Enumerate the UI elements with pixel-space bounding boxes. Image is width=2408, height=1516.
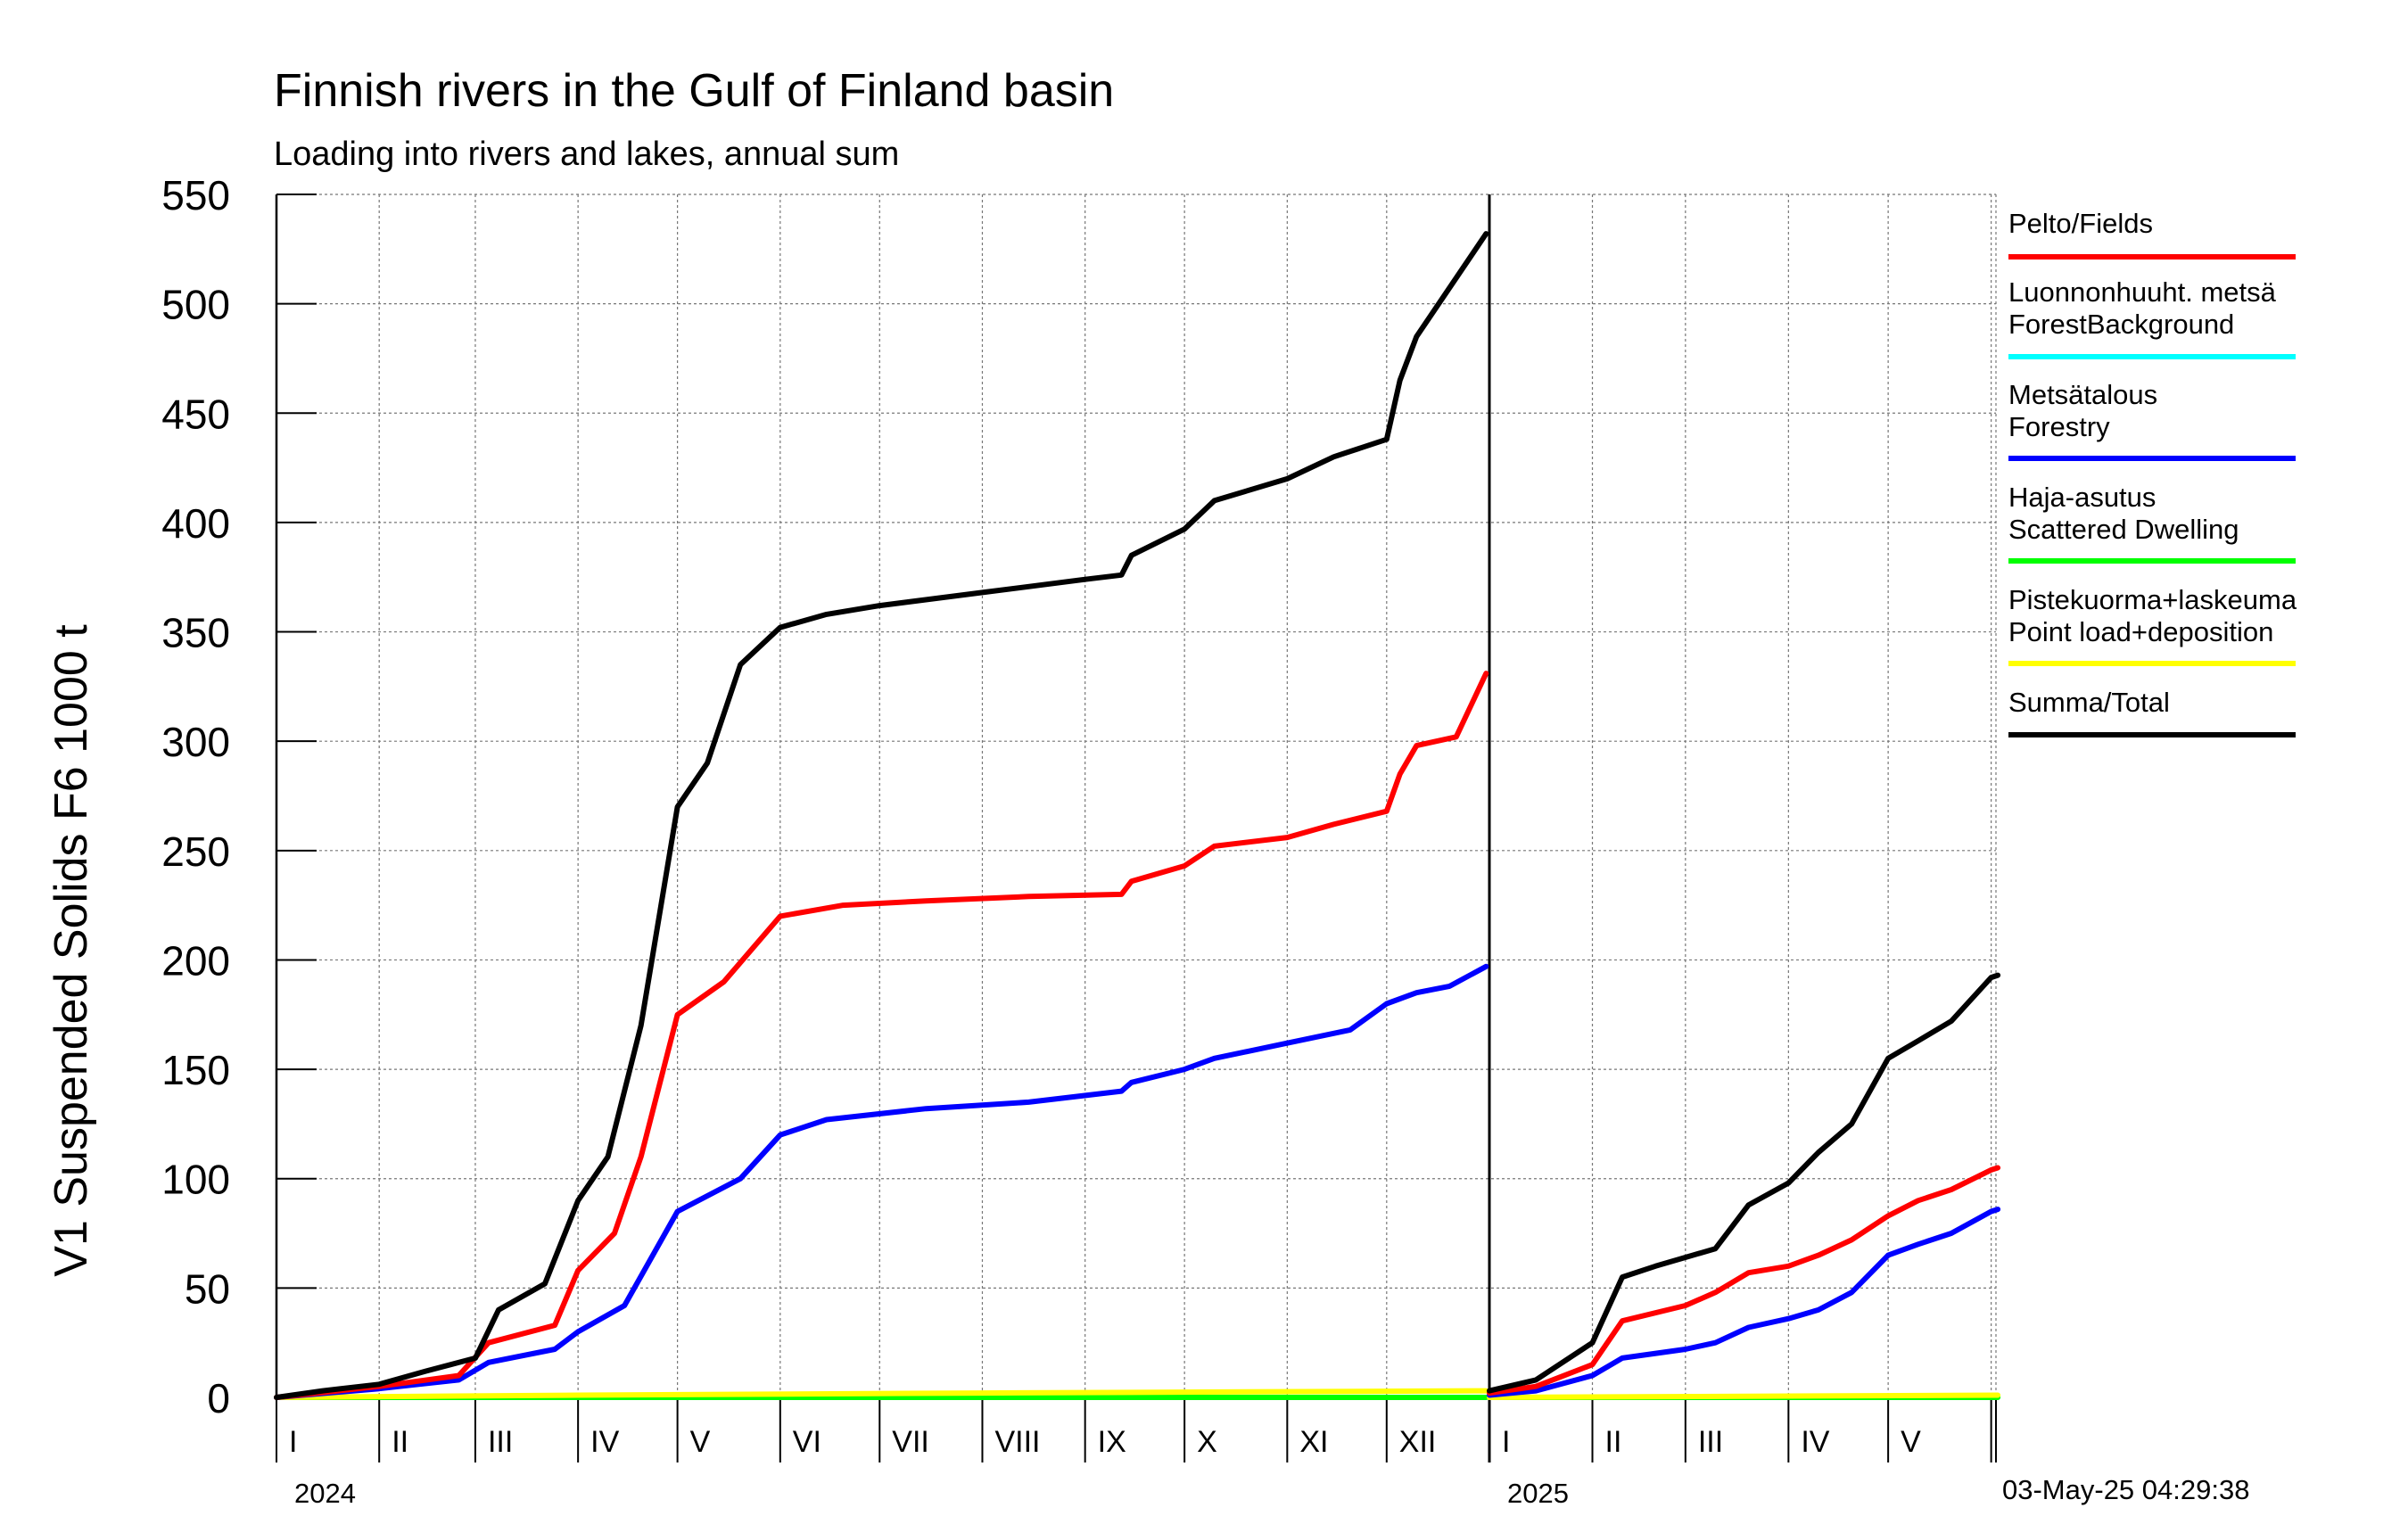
y-tick-label: 400	[161, 500, 230, 547]
x-tick-label: IV	[1801, 1425, 1829, 1459]
x-tick-label: IV	[590, 1425, 619, 1459]
legend-label: Metsätalous Forestry	[2008, 379, 2158, 442]
series-line	[274, 1388, 1489, 1400]
legend-label: Pistekuorma+laskeuma Point load+depositi…	[2008, 584, 2297, 647]
legend-swatch-fields	[2008, 254, 2296, 260]
series-line	[1487, 1165, 2001, 1397]
series-line	[274, 963, 1489, 1400]
x-tick-label: III	[488, 1425, 513, 1459]
x-tick-label: IX	[1098, 1425, 1126, 1459]
chart-title: Finnish rivers in the Gulf of Finland ba…	[274, 65, 1115, 117]
y-axis-label: V1 Suspended Solids F6 1000 t	[45, 624, 97, 1277]
legend-label: Pelto/Fields	[2008, 208, 2153, 239]
series-line	[274, 671, 1489, 1400]
legend-swatch-scattered-dwelling	[2008, 558, 2296, 564]
x-tick-label: II	[1605, 1425, 1622, 1459]
legend-label: Haja-asutus Scattered Dwelling	[2008, 482, 2239, 545]
x-tick-label: I	[289, 1425, 297, 1459]
x-tick-label: XI	[1299, 1425, 1328, 1459]
y-tick-label: 0	[207, 1375, 230, 1421]
legend-item-forest-background: Luonnonhuuht. metsä ForestBackground	[2008, 276, 2303, 341]
y-tick-label: 150	[161, 1047, 230, 1093]
x-tick-label: XII	[1399, 1425, 1437, 1459]
x-tick-label: V	[1901, 1425, 1921, 1459]
chart-axes	[275, 194, 1996, 1462]
legend-swatch-forestry	[2008, 456, 2296, 461]
legend-swatch-total	[2008, 732, 2296, 737]
timestamp: 03-May-25 04:29:38	[2002, 1474, 2250, 1505]
legend-label: Luonnonhuuht. metsä ForestBackground	[2008, 276, 2276, 340]
chart-grid	[276, 194, 1997, 1398]
y-tick-label: 250	[161, 828, 230, 875]
legend-item-total: Summa/Total	[2008, 687, 2303, 719]
y-tick-label: 550	[161, 172, 230, 218]
series-line	[1487, 1207, 2001, 1398]
y-tick-label: 500	[161, 282, 230, 328]
x-tick-label: VIII	[994, 1425, 1040, 1459]
chart-subtitle: Loading into rivers and lakes, annual su…	[274, 136, 900, 173]
legend-item-forestry: Metsätalous Forestry	[2008, 379, 2303, 443]
x-tick-label: III	[1698, 1425, 1723, 1459]
legend-swatch-point-load	[2008, 661, 2296, 666]
x-tick-label: I	[1502, 1425, 1510, 1459]
x-tick-label: II	[392, 1425, 408, 1459]
series-line	[1487, 972, 2001, 1394]
legend-label: Summa/Total	[2008, 687, 2170, 718]
legend-swatch-forest-background	[2008, 354, 2296, 359]
x-tick-label: VII	[892, 1425, 929, 1459]
y-tick-label: 450	[161, 391, 230, 437]
series-line	[1487, 1392, 2001, 1400]
x-tick-label: X	[1197, 1425, 1217, 1459]
series-line	[274, 231, 1489, 1400]
legend-item-point-load: Pistekuorma+laskeuma Point load+depositi…	[2008, 584, 2303, 648]
chart-lines	[274, 231, 2001, 1400]
legend-item-scattered-dwelling: Haja-asutus Scattered Dwelling	[2008, 482, 2303, 546]
x-tick-label: V	[690, 1425, 711, 1459]
legend-item-fields: Pelto/Fields	[2008, 208, 2303, 240]
y-tick-label: 200	[161, 937, 230, 984]
y-tick-label: 350	[161, 610, 230, 656]
y-tick-label: 100	[161, 1157, 230, 1203]
x-year-label: 2025	[1507, 1478, 1569, 1509]
x-tick-label: VI	[793, 1425, 821, 1459]
y-tick-label: 300	[161, 719, 230, 765]
y-tick-label: 50	[185, 1265, 230, 1312]
x-year-label: 2024	[294, 1478, 356, 1509]
